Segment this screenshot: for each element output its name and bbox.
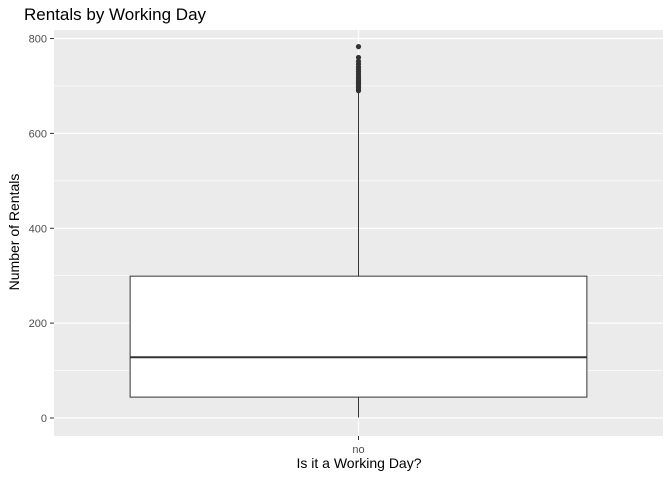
- y-tick-label: 0: [41, 413, 47, 425]
- box-iqr: [129, 275, 588, 398]
- outlier-point: [355, 44, 362, 50]
- outlier-point: [355, 54, 362, 61]
- y-tick-label: 200: [29, 318, 47, 330]
- chart-title: Rentals by Working Day: [24, 5, 207, 24]
- x-tick-label: no: [352, 444, 364, 456]
- x-axis-label: Is it a Working Day?: [296, 455, 422, 471]
- outlier-point: [355, 58, 362, 64]
- y-tick-label: 800: [29, 34, 47, 46]
- y-tick-label: 600: [29, 128, 47, 140]
- y-tick-label: 400: [29, 223, 47, 235]
